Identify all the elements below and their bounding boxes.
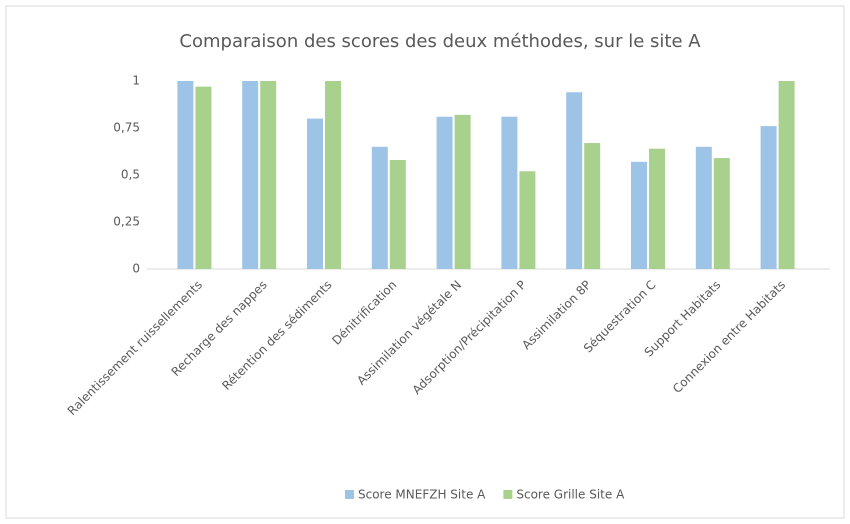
- bar: [501, 116, 518, 269]
- bar: [436, 116, 453, 269]
- bar: [760, 126, 777, 270]
- legend-swatch: [345, 490, 354, 499]
- bar: [260, 81, 277, 269]
- y-tick-label: 0,5: [121, 168, 140, 182]
- bar: [778, 81, 795, 269]
- bar: [631, 161, 647, 269]
- y-tick-label: 1: [132, 74, 140, 88]
- bar: [695, 146, 712, 269]
- legend-label: Score MNEFZH Site A: [358, 488, 486, 502]
- bar: [389, 159, 406, 269]
- bar: [566, 92, 583, 269]
- y-tick-label: 0,25: [113, 215, 140, 229]
- y-tick-label: 0,75: [113, 121, 140, 135]
- legend-label: Score Grille Site A: [516, 488, 625, 502]
- bar: [371, 146, 388, 269]
- bar: [454, 114, 471, 269]
- y-tick-label: 0: [132, 262, 140, 276]
- bar: [325, 81, 341, 269]
- chart-title: Comparaison des scores des deux méthodes…: [179, 31, 701, 52]
- legend-swatch: [503, 490, 513, 499]
- bar: [307, 118, 323, 269]
- bar: [649, 148, 665, 269]
- bar: [195, 86, 212, 269]
- bar: [584, 143, 601, 269]
- bar: [519, 171, 536, 269]
- bar: [713, 158, 730, 269]
- bar: [242, 81, 259, 269]
- bar: [177, 81, 194, 269]
